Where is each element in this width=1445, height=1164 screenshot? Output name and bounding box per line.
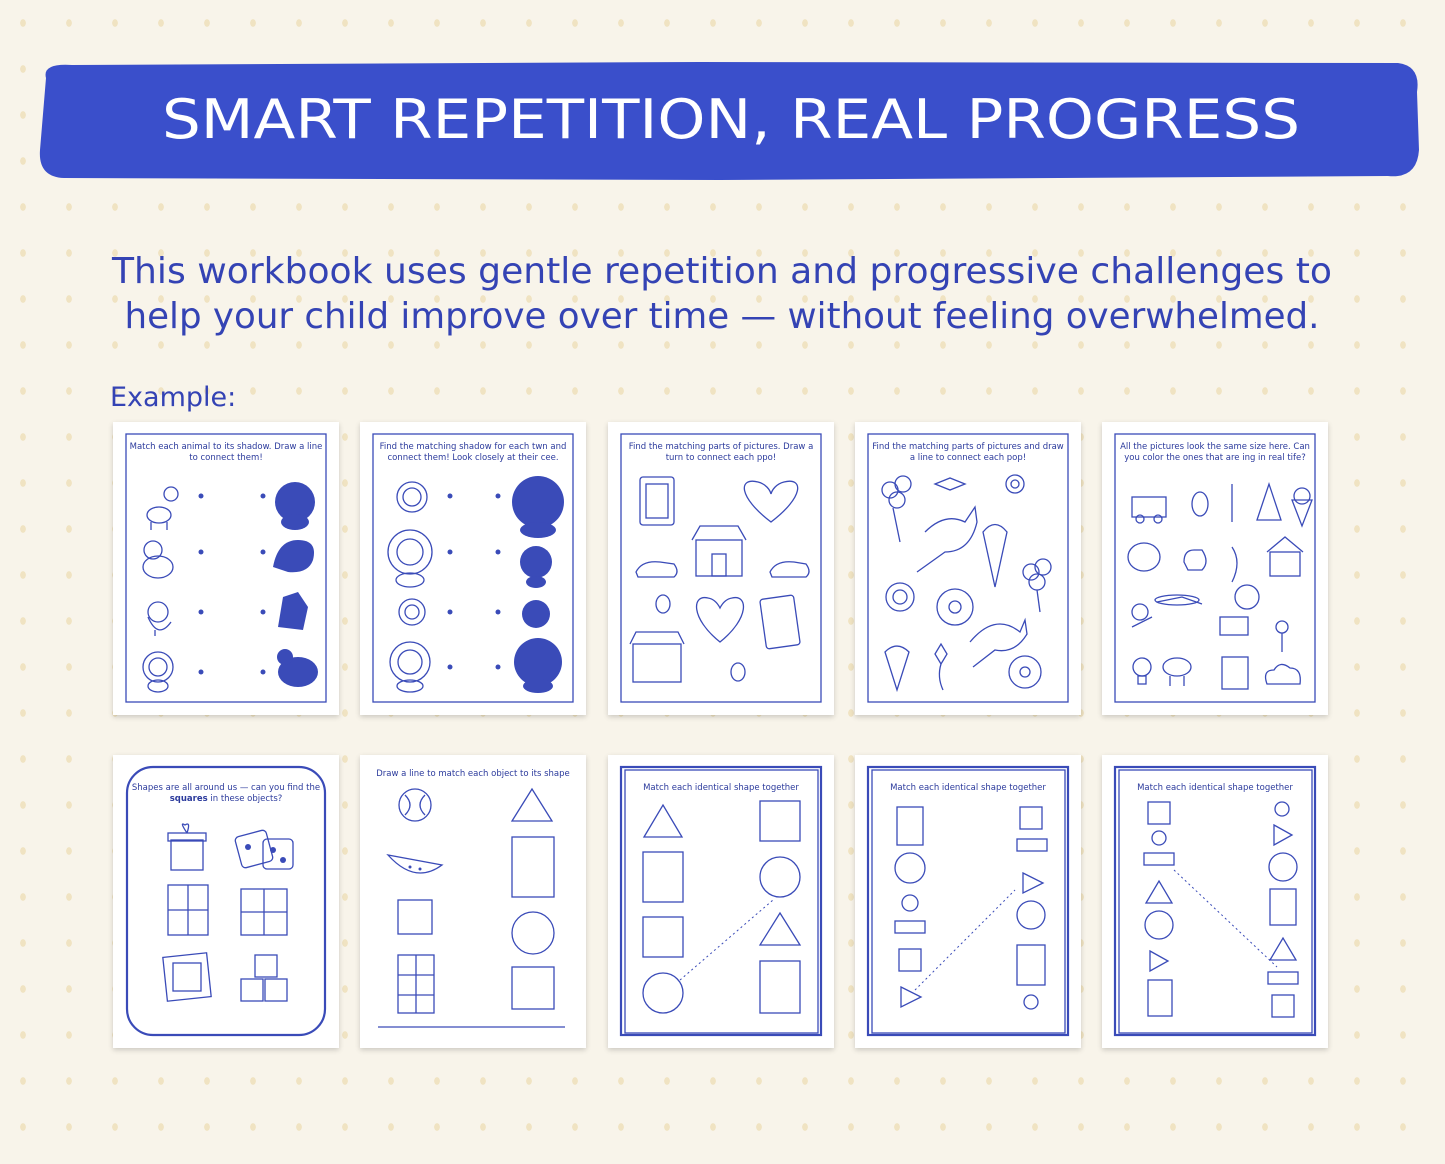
instruction-text: Match each identical shape together (643, 783, 799, 793)
instruction: Find the matching shadow for each twn an… (376, 442, 570, 464)
instruction: Match each animal to its shadow. Draw a … (129, 442, 323, 464)
instruction-text: Draw a line to match each object to its … (376, 769, 570, 779)
illustration (125, 765, 327, 1037)
illustration (1113, 765, 1317, 1037)
worksheet-page: Match each identical shape together (855, 755, 1081, 1048)
instruction-text: Find the matching parts of pictures and … (872, 442, 1064, 464)
instruction: Find the matching parts of pictures and … (871, 442, 1065, 464)
instruction: Draw a line to match each object to its … (376, 769, 570, 780)
worksheet-page: Find the matching parts of pictures. Dra… (608, 422, 834, 715)
instruction-text: Match each animal to its shadow. Draw a … (129, 442, 323, 464)
worksheet-page: Draw a line to match each object to its … (360, 755, 586, 1048)
worksheet-page: Find the matching shadow for each twn an… (360, 422, 586, 715)
illustration (619, 765, 823, 1037)
instruction-text: in these objects? (207, 794, 283, 805)
worksheet-page: Match each identical shape together (1102, 755, 1328, 1048)
example-label: Example: (110, 382, 236, 413)
instruction-text: Match each identical shape together (1137, 783, 1293, 793)
worksheet-page: Shapes are all around us — can you find … (113, 755, 339, 1048)
banner (39, 62, 1419, 180)
illustration (866, 765, 1070, 1037)
header: SMART REPETITION, REAL PROGRESS This wor… (39, 62, 1419, 413)
banner-title: SMART REPETITION, REAL PROGRESS (162, 88, 1300, 151)
instruction-text: Find the matching parts of pictures. Dra… (628, 442, 814, 464)
worksheet-page: Match each identical shape together (608, 755, 834, 1048)
description-line: help your child improve over time — with… (125, 296, 1320, 337)
instruction: Find the matching parts of pictures. Dra… (624, 442, 818, 464)
instruction-text: Shapes are all around us — can you find … (131, 783, 321, 793)
instruction: Match each identical shape together (624, 783, 818, 794)
instruction-text: Find the matching shadow for each twn an… (379, 442, 567, 464)
illustration (620, 433, 822, 703)
instruction-text: All the pictures look the same size here… (1120, 442, 1310, 464)
instruction: All the pictures look the same size here… (1118, 442, 1312, 464)
instruction: Shapes are all around us — can you find … (129, 783, 323, 805)
illustration (372, 433, 574, 703)
illustration (867, 433, 1069, 703)
worksheet-page: Match each animal to its shadow. Draw a … (113, 422, 339, 715)
instruction: Match each identical shape together (871, 783, 1065, 794)
illustration (378, 787, 565, 1028)
worksheet-page: All the pictures look the same size here… (1102, 422, 1328, 715)
worksheet-page: Find the matching parts of pictures and … (855, 422, 1081, 715)
instruction: Match each identical shape together (1118, 783, 1312, 794)
illustration (125, 433, 327, 703)
instruction-text: Match each identical shape together (890, 783, 1046, 793)
instruction-text: squares (169, 794, 208, 805)
description-line: This workbook uses gentle repetition and… (111, 251, 1332, 292)
illustration (1114, 433, 1316, 703)
